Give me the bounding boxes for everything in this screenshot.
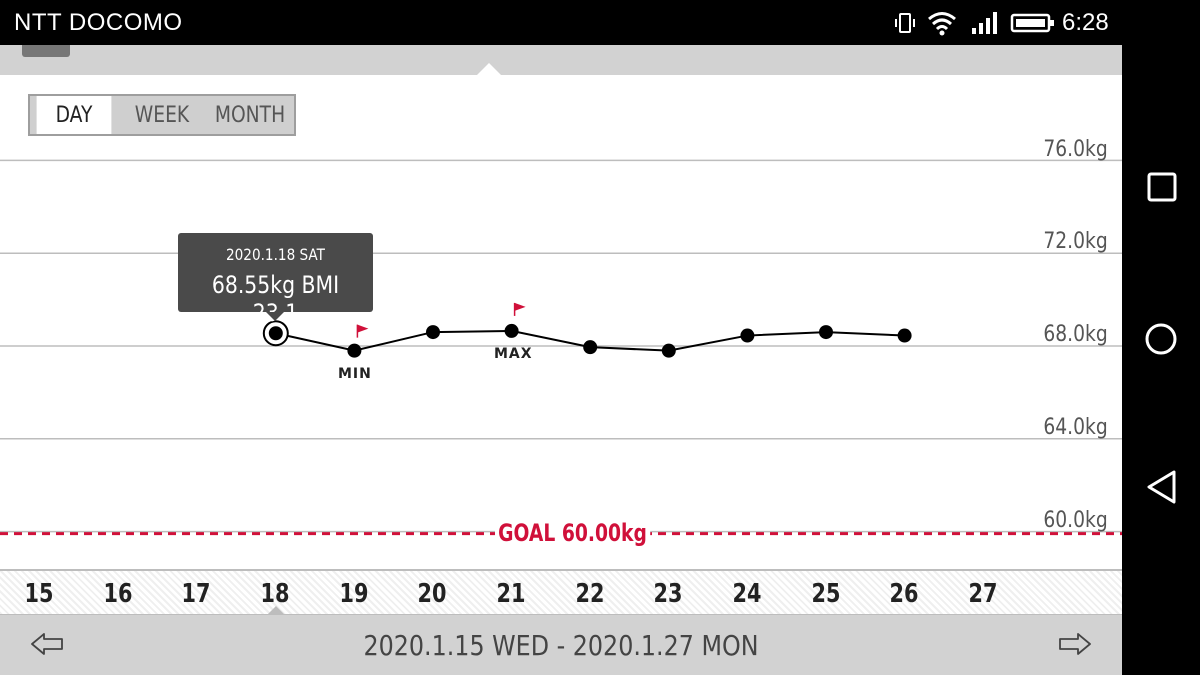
carrier-name: NTT DOCOMO [14,9,183,36]
max-label: MAX [494,346,533,362]
date-range-bar: 2020.1.15 WED - 2020.1.27 MON [0,615,1122,675]
y-tick-label: 60.0kg [1043,508,1108,533]
data-tooltip: 2020.1.18 SAT 68.55kg BMI 23.1 [178,233,373,327]
tab-pointer-icon [476,63,502,76]
date-range-label: 2020.1.15 WED - 2020.1.27 MON [363,629,759,662]
signal-icon [972,12,997,34]
x-tick-label[interactable]: 22 [575,579,605,609]
tab-month[interactable]: MONTH [214,102,286,128]
weight-chart [0,159,1122,536]
y-tick-label: 64.0kg [1043,415,1108,440]
period-toggle: DAY WEEK MONTH [28,94,296,136]
wifi-icon [928,12,956,36]
home-icon[interactable] [1143,321,1179,357]
x-tick-label[interactable]: 20 [417,579,447,609]
vibrate-icon [895,13,915,33]
x-axis-strip: 15 16 17 18 19 20 21 22 23 24 25 26 27 [0,569,1122,615]
tab-week[interactable]: WEEK [134,102,190,128]
data-point [347,343,362,358]
x-tick-label[interactable]: 16 [103,579,133,609]
data-point [661,343,676,358]
battery-icon [1010,13,1054,33]
x-tick-label[interactable]: 17 [181,579,211,609]
data-point [268,326,283,341]
recents-icon[interactable] [1146,171,1178,203]
weight-graph-screen: DAY WEEK MONTH 76.0kg 72.0kg 68.0kg 64.0… [0,45,1122,675]
data-point [583,340,598,355]
x-tick-label[interactable]: 15 [24,579,54,609]
x-tick-label[interactable]: 19 [339,579,369,609]
data-point [819,325,833,340]
x-tick-label[interactable]: 23 [653,579,683,609]
min-flag-icon [357,324,369,333]
data-point [504,323,519,338]
x-tick-label[interactable]: 25 [811,579,841,609]
tooltip-date: 2020.1.18 SAT [226,245,325,264]
back-button-fragment[interactable] [22,45,70,57]
max-flag-icon [514,302,526,311]
y-tick-label: 72.0kg [1043,229,1108,254]
y-tick-label: 68.0kg [1043,322,1108,347]
x-tick-label[interactable]: 26 [889,579,919,609]
top-tab-strip [0,45,1122,76]
goal-label: GOAL 60.00kg [495,519,651,547]
clock: 6:28 [1062,9,1109,36]
arrow-right-icon[interactable] [1058,631,1092,657]
x-tick-label[interactable]: 27 [968,579,998,609]
tab-day[interactable]: DAY [36,96,112,134]
min-label: MIN [338,366,372,382]
selected-day-marker-icon [267,606,285,615]
tooltip-value: 68.55kg BMI 23.1 [211,271,340,327]
x-tick-label[interactable]: 24 [732,579,762,609]
y-tick-label: 76.0kg [1043,137,1108,162]
status-bar: NTT DOCOMO 6:28 [0,0,1200,45]
data-point [426,325,440,340]
data-point [740,328,755,343]
back-icon[interactable] [1145,469,1179,505]
navigation-bar [1122,45,1200,675]
data-point [897,328,912,343]
arrow-left-icon[interactable] [30,631,64,657]
x-tick-label[interactable]: 18 [260,579,290,609]
x-tick-label[interactable]: 21 [496,579,526,609]
